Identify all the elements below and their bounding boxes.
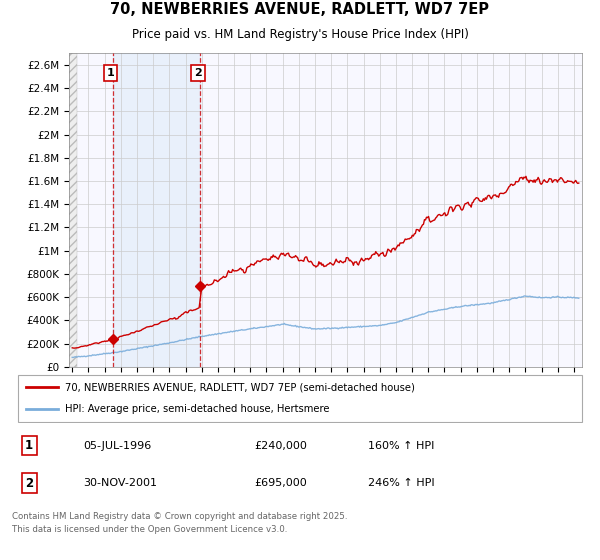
Text: 160% ↑ HPI: 160% ↑ HPI (368, 441, 435, 451)
Text: £695,000: £695,000 (254, 478, 307, 488)
Text: 70, NEWBERRIES AVENUE, RADLETT, WD7 7EP: 70, NEWBERRIES AVENUE, RADLETT, WD7 7EP (110, 2, 490, 17)
Text: HPI: Average price, semi-detached house, Hertsmere: HPI: Average price, semi-detached house,… (65, 404, 329, 414)
Text: Contains HM Land Registry data © Crown copyright and database right 2025.
This d: Contains HM Land Registry data © Crown c… (12, 512, 347, 534)
Text: 30-NOV-2001: 30-NOV-2001 (83, 478, 157, 488)
Bar (113, 53, 200, 367)
Text: 2: 2 (194, 68, 202, 78)
Text: £240,000: £240,000 (254, 441, 307, 451)
Text: 1: 1 (25, 439, 34, 452)
Text: 246% ↑ HPI: 246% ↑ HPI (368, 478, 435, 488)
Text: Price paid vs. HM Land Registry's House Price Index (HPI): Price paid vs. HM Land Registry's House … (131, 27, 469, 41)
Text: 05-JUL-1996: 05-JUL-1996 (83, 441, 152, 451)
FancyBboxPatch shape (18, 375, 582, 422)
Text: 2: 2 (25, 477, 34, 490)
Text: 70, NEWBERRIES AVENUE, RADLETT, WD7 7EP (semi-detached house): 70, NEWBERRIES AVENUE, RADLETT, WD7 7EP … (65, 382, 415, 393)
Text: 1: 1 (107, 68, 115, 78)
